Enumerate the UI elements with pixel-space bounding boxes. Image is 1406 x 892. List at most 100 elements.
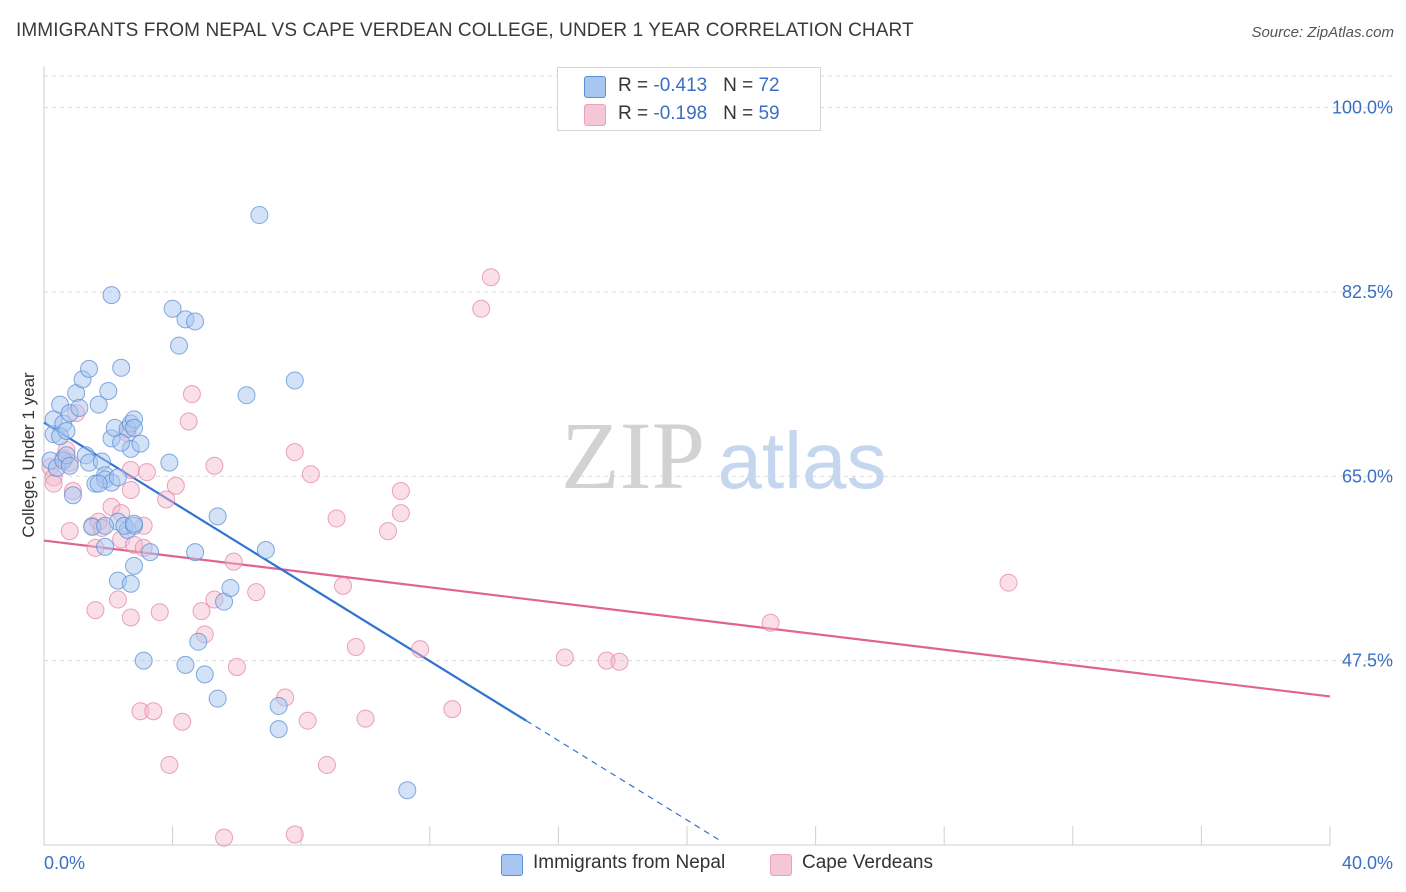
cape-verdeans-point [182,385,201,404]
cape-verdeans-swatch [584,104,606,126]
nepal-point [89,395,108,414]
nepal-point [250,206,269,225]
cape-verdeans-n-value: 59 [758,103,780,124]
cape-verdeans-point [761,613,780,632]
nepal-point [96,516,115,535]
watermark-atlas: atlas [718,416,887,505]
nepal-point [112,433,131,452]
cape-verdeans-point [157,490,176,509]
nepal-point [208,507,227,526]
stats-legend: R = -0.413 N = 72 R = -0.198 N = 59 [557,67,821,131]
cape-verdeans-point [346,637,365,656]
nepal-point [134,651,153,670]
cape-verdeans-point [472,299,491,318]
cape-verdeans-point [356,709,375,728]
nepal-point [195,665,214,684]
cape-verdeans-point [227,657,246,676]
nepal-trend-line [43,421,527,722]
nepal-point [89,474,108,493]
nepal-point [269,696,288,715]
cape-verdeans-point [205,456,224,475]
nepal-r-label: R = [618,75,654,96]
cape-verdeans-point [555,648,574,667]
nepal-point [60,456,79,475]
nepal-swatch [584,76,606,98]
y-tick-label: 100.0% [1332,98,1393,118]
nepal-point [256,541,275,560]
cape-verdeans-point [108,590,127,609]
nepal-point [398,781,417,800]
cape-verdeans-point [327,509,346,528]
cape-verdeans-point [86,601,105,620]
cape-verdeans-point [60,522,79,541]
cape-verdeans-point [192,602,211,621]
nepal-point [269,720,288,739]
cape-verdeans-r-label: R = [618,103,654,124]
cape-verdeans-point [121,608,140,627]
y-axis-label: College, Under 1 year [19,372,38,538]
nepal-n-value: 72 [758,75,780,96]
nepal-point [102,286,121,305]
nepal-point [186,312,205,331]
cape-verdeans-point [150,603,169,622]
cape-verdeans-point [298,711,317,730]
y-tick-label: 47.5% [1342,651,1393,671]
cape-verdeans-trend-line [43,539,1331,698]
series-legend: Immigrants from Nepal Cape Verdeans [0,852,1406,878]
y-tick-label: 82.5% [1342,282,1393,302]
legend-nepal-swatch [501,854,523,876]
cape-verdeans-r-value: -0.198 [653,103,708,124]
cape-verdeans-point [317,755,336,774]
x-tick-label-min: 0.0% [44,853,85,873]
cape-verdeans-point [144,702,163,721]
source-credit: Source: ZipAtlas.com [1251,24,1394,41]
cape-verdeans-point [391,482,410,501]
legend-cape-verdeans-swatch [770,854,792,876]
nepal-point [96,537,115,556]
y-tick-label: 65.0% [1342,466,1393,486]
cape-verdeans-point [137,463,156,482]
nepal-point [237,386,256,405]
cape-verdeans-point [443,700,462,719]
cape-verdeans-point [247,583,266,602]
nepal-trend-line-extension [525,720,720,841]
cape-verdeans-point [285,443,304,462]
nepal-point [112,358,131,377]
cape-verdeans-point [173,712,192,731]
nepal-point [125,418,144,437]
cape-verdeans-point [597,651,616,670]
nepal-point [70,398,89,417]
nepal-point [186,543,205,562]
nepal-point [125,556,144,575]
cape-verdeans-point [999,573,1018,592]
cape-verdeans-point [121,480,140,499]
cape-verdeans-point [610,652,629,671]
nepal-point [121,574,140,593]
series-immigrants-from-nepal [41,206,417,800]
watermark-zip: ZIP [561,402,705,509]
cape-verdeans-point [391,504,410,523]
tick-labels: 47.5% 65.0% 82.5% 100.0% 0.0% 40.0% [44,98,1393,873]
cape-verdeans-point [215,828,234,847]
nepal-point [63,486,82,505]
nepal-point [131,434,150,453]
watermark: ZIP atlas [561,402,886,509]
cape-verdeans-point [44,474,63,493]
nepal-point [208,689,227,708]
nepal-point [189,632,208,651]
nepal-point [176,655,195,674]
nepal-point [80,359,99,378]
nepal-point [108,468,127,487]
nepal-point [285,371,304,390]
cape-verdeans-point [166,476,185,495]
nepal-point [163,299,182,318]
x-tick-label-max: 40.0% [1342,853,1393,873]
chart-title: IMMIGRANTS FROM NEPAL VS CAPE VERDEAN CO… [16,20,914,41]
legend-cape-verdeans-label: Cape Verdeans [802,852,933,873]
cape-verdeans-point [285,825,304,844]
cape-verdeans-point [481,268,500,287]
cape-verdeans-point [179,412,198,431]
cape-verdeans-point [411,640,430,659]
cape-verdeans-point [301,465,320,484]
